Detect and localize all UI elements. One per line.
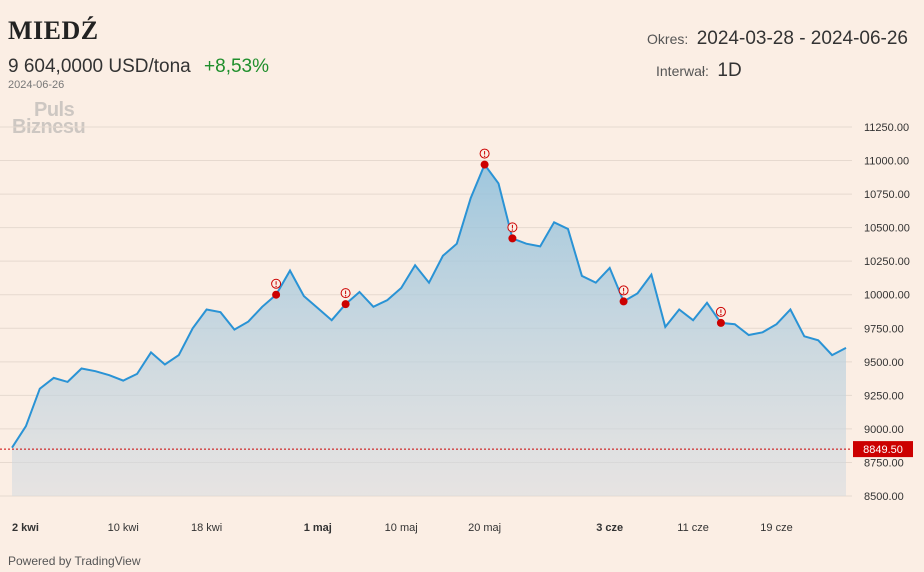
- x-tick-label: 20 maj: [468, 522, 501, 534]
- event-marker-dot[interactable]: [716, 318, 725, 327]
- x-tick-label: 1 maj: [304, 522, 332, 534]
- y-tick-label: 10500.00: [864, 223, 910, 235]
- reference-price-label: 8849.50: [853, 441, 913, 458]
- x-tick-label: 11 cze: [677, 522, 709, 534]
- x-tick-label: 10 kwi: [108, 522, 139, 534]
- x-tick-label: 2 kwi: [12, 522, 39, 534]
- period-value[interactable]: 2024-03-28 - 2024-06-26: [696, 28, 908, 49]
- interval-selector[interactable]: Interwał: 1D: [656, 60, 742, 82]
- y-tick-label: 8500.00: [864, 491, 904, 503]
- y-tick-label: 11000.00: [864, 156, 909, 168]
- x-tick-label: 3 cze: [596, 522, 623, 534]
- x-axis: 2 kwi 10 kwi 18 kwi 1 maj 10 maj 20 maj 3 cze 1…: [12, 522, 793, 534]
- price-area: [12, 164, 846, 496]
- event-marker-dot[interactable]: [619, 297, 628, 306]
- current-price: 9 604,0000 USD/tona: [8, 56, 191, 77]
- x-tick-label: 19 cze: [760, 522, 792, 534]
- y-tick-label: 9500.00: [864, 357, 904, 369]
- y-axis: 11250.00 11000.00 10750.00 10500.00 10250.00…: [864, 122, 910, 503]
- logo-line1: Puls: [34, 99, 75, 121]
- reference-label-bg: [853, 441, 913, 458]
- period-label: Okres:: [647, 31, 689, 47]
- period-selector[interactable]: Okres: 2024-03-28 - 2024-06-26: [647, 28, 908, 50]
- price-row: 9 604,0000 USD/tona +8,53%: [8, 56, 269, 78]
- info-icon-dot: [622, 292, 625, 294]
- y-tick-label: 8750.00: [864, 457, 904, 469]
- event-marker-dot[interactable]: [508, 234, 517, 243]
- interval-label: Interwał:: [656, 63, 709, 79]
- price-line: [11, 162, 847, 449]
- event-marker-dot[interactable]: [480, 160, 489, 169]
- reference-label-text: 8849.50: [863, 444, 903, 456]
- info-icon-dot: [344, 295, 347, 297]
- powered-by-tradingview[interactable]: Powered by TradingView: [8, 554, 141, 568]
- x-tick-label: 10 maj: [385, 522, 418, 534]
- event-marker-dot[interactable]: [341, 300, 350, 309]
- y-tick-label: 9750.00: [864, 323, 904, 335]
- info-icon-dot: [483, 155, 486, 157]
- y-tick-label: 10250.00: [864, 256, 910, 268]
- info-icon-dot: [720, 313, 722, 316]
- event-marker-dot[interactable]: [272, 290, 281, 299]
- y-tick-label: 11250.00: [864, 122, 909, 134]
- x-tick-label: 18 kwi: [191, 522, 222, 534]
- interval-value[interactable]: 1D: [717, 60, 742, 81]
- price-change: +8,53%: [204, 56, 270, 77]
- event-markers[interactable]: [271, 148, 726, 327]
- info-icon-dot: [275, 285, 277, 288]
- quote-date: 2024-06-26: [8, 79, 65, 91]
- y-tick-label: 9000.00: [864, 424, 904, 436]
- y-tick-label: 10000.00: [864, 290, 910, 302]
- info-icon-dot: [511, 229, 514, 231]
- y-tick-label: 9250.00: [864, 390, 904, 402]
- instrument-title: MIEDŹ: [8, 16, 99, 45]
- y-tick-label: 10750.00: [864, 189, 910, 201]
